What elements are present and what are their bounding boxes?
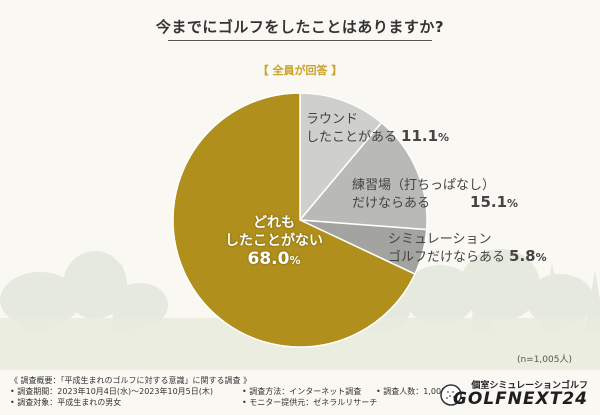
pie-slice-range xyxy=(298,121,428,231)
slice-label-simulation-line1: シミュレーション xyxy=(388,232,492,247)
slice-label-range: 練習場（打ちっぱなし） だけならある 15.1% xyxy=(352,178,518,212)
slice-unit-none: % xyxy=(289,254,301,267)
footer-provider: • モニター提供元：ゼネラルリサーチ xyxy=(242,398,378,407)
pie-slice-none xyxy=(172,92,416,348)
slice-label-simulation: シミュレーション ゴルフだけならある 5.8% xyxy=(388,232,547,266)
slice-label-range-line2: だけならある xyxy=(352,196,431,211)
slice-label-simulation-line2: ゴルフだけならある xyxy=(388,250,506,265)
footer-method: • 調査方法：インターネット調査 xyxy=(242,387,362,396)
slice-label-round: ラウンド したことがある 11.1% xyxy=(306,112,449,146)
footer-count: • 調査人数：1,005人 xyxy=(376,387,455,396)
sample-size-note: (n=1,005人) xyxy=(516,355,572,365)
slice-value-simulation: 5.8 xyxy=(509,247,536,265)
slice-unit-range: % xyxy=(507,197,519,210)
title-underline xyxy=(168,40,432,41)
footer-overview: 《 調査概要：「平成生まれのゴルフに対する意識」に関する調査 》 xyxy=(10,376,252,385)
chart-title: 今までにゴルフをしたことはありますか? xyxy=(155,18,445,36)
slice-label-round-line2: したことがある xyxy=(306,130,398,145)
survey-footer: 《 調査概要：「平成生まれのゴルフに対する意識」に関する調査 》 • 調査期間：… xyxy=(10,375,590,411)
footer-target: • 調査対象：平成生まれの男女 xyxy=(10,398,122,407)
slice-value-round: 11.1 xyxy=(401,127,439,145)
footer-period: • 調査期間：2023年10月4日(水)～2023年10月5日(木) xyxy=(10,387,214,396)
slice-value-none: 68.0 xyxy=(247,249,290,269)
slice-label-none-line2: したことがない xyxy=(225,233,323,249)
slice-label-none-line1: どれも xyxy=(253,215,295,231)
slice-label-round-line1: ラウンド xyxy=(306,112,359,127)
golf-ball-icon xyxy=(440,384,462,406)
slice-unit-round: % xyxy=(438,131,450,144)
logo-tagline: 個室シミュレーションゴルフ xyxy=(471,381,588,391)
chart-subtitle: 【 全員が回答 】 xyxy=(257,64,343,77)
slice-unit-simulation: % xyxy=(535,251,547,264)
brand-logo: 個室シミュレーションゴルフ GOLFNEXT24 xyxy=(438,378,588,412)
slice-label-none: どれも したことがない 68.0% xyxy=(214,214,334,270)
pie-slice-round xyxy=(299,92,383,223)
logo-name: GOLFNEXT24 xyxy=(452,389,588,409)
slice-value-range: 15.1 xyxy=(470,193,508,211)
slice-label-range-line1: 練習場（打ちっぱなし） xyxy=(352,178,496,193)
